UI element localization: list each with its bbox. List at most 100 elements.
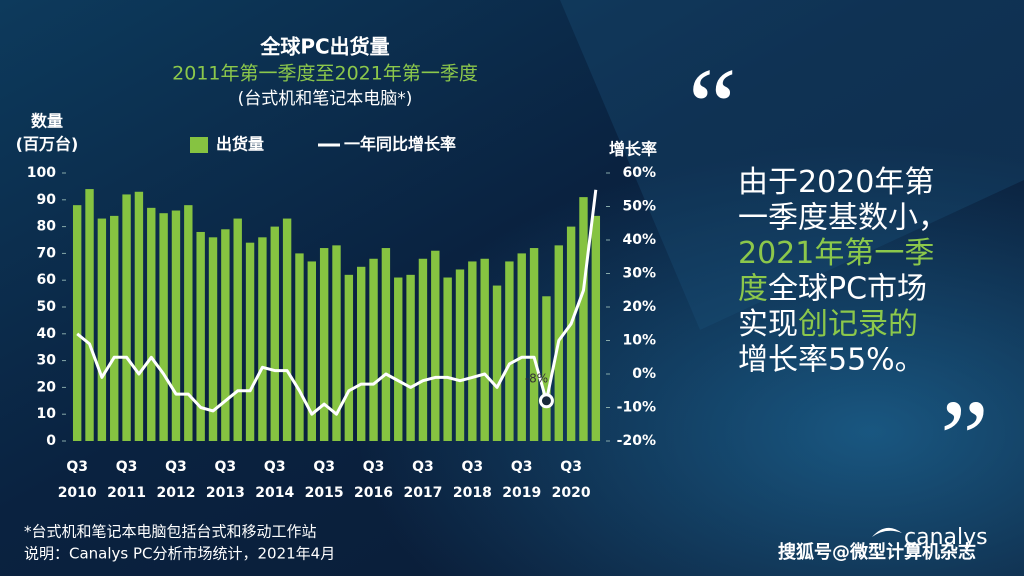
- x-year-label: 2020: [552, 485, 591, 501]
- legend-label: 一年同比增长率: [344, 135, 456, 154]
- y-tick-label: 30: [37, 353, 57, 369]
- x-year-label: 2014: [255, 485, 294, 501]
- x-tick-label: Q3: [560, 459, 582, 475]
- x-tick-label: Q3: [412, 459, 434, 475]
- bar: [344, 274, 354, 441]
- bar: [110, 215, 119, 441]
- bar: [480, 258, 489, 441]
- quote-segment: 增长率55%。: [738, 342, 925, 377]
- chart-title: 全球PC出货量: [259, 35, 389, 59]
- y-tick-label: 100: [27, 165, 56, 181]
- quote-segment: 2021年第一季: [738, 236, 934, 271]
- y2-tick-label: 30%: [622, 266, 656, 282]
- y2-tick-label: -20%: [617, 433, 656, 449]
- x-tick-label: Q3: [313, 459, 335, 475]
- bar: [270, 226, 279, 441]
- bar: [295, 253, 304, 441]
- chart-note: (台式机和笔记本电脑*): [238, 89, 413, 109]
- x-tick-label: Q3: [462, 459, 484, 475]
- y-tick-label: 40: [37, 326, 57, 342]
- bar: [468, 261, 477, 441]
- data-label: -8%: [525, 371, 548, 385]
- bar: [418, 258, 428, 441]
- logo: canalys: [904, 525, 988, 550]
- y-axis-title: 数量: [31, 112, 63, 131]
- quote-open: “: [688, 45, 737, 167]
- chart: 全球PC出货量 2011年第一季度至2021年第一季度 (台式机和笔记本电脑*) 数量…: [16, 35, 657, 502]
- y-tick-label: 90: [37, 192, 57, 208]
- bar: [97, 218, 107, 441]
- x-year-label: 2018: [453, 485, 492, 501]
- bar: [147, 207, 156, 441]
- x-tick-label: Q3: [363, 459, 385, 475]
- bar: [431, 250, 440, 441]
- x-year-label: 2015: [305, 485, 344, 501]
- y-tick-label: 20: [37, 379, 57, 395]
- bar: [319, 248, 329, 441]
- bar: [282, 218, 292, 441]
- bar: [85, 189, 94, 441]
- bar: [134, 191, 144, 441]
- bar: [381, 248, 391, 441]
- quote-segment: 度: [738, 271, 768, 306]
- bar: [517, 253, 526, 441]
- y-tick-label: 60: [37, 272, 57, 288]
- footnote: *台式机和笔记本电脑包括台式和移动工作站: [24, 523, 317, 541]
- y-tick-label: 50: [37, 299, 57, 315]
- quote-line: 一季度基数小，: [738, 200, 948, 235]
- bar: [245, 242, 255, 441]
- y2-tick-label: -10%: [617, 400, 656, 416]
- x-year-label: 2013: [206, 485, 245, 501]
- highlight-point: [538, 393, 554, 409]
- x-year-label: 2012: [156, 485, 195, 501]
- x-year-label: 2010: [58, 485, 97, 501]
- bar: [159, 213, 168, 441]
- legend-swatch: [190, 137, 208, 153]
- quote-line: 由于2020年第: [738, 165, 934, 200]
- y2-tick-label: 40%: [622, 232, 656, 248]
- y-tick-label: 80: [37, 219, 57, 235]
- quote-line: 2021年第一季: [738, 236, 934, 271]
- bar: [394, 277, 403, 441]
- bar: [233, 218, 242, 441]
- x-tick-label: Q3: [264, 459, 286, 475]
- x-year-label: 2011: [107, 485, 146, 501]
- logo-icon: [872, 527, 902, 537]
- bar: [579, 197, 588, 441]
- bar: [492, 285, 502, 441]
- bar: [332, 245, 341, 441]
- bar: [529, 248, 539, 441]
- quote-segment: 全球PC市场: [768, 271, 927, 306]
- bar: [307, 261, 317, 441]
- bar: [566, 226, 576, 441]
- bar: [258, 237, 267, 441]
- y2-axis-title: 增长率: [609, 140, 657, 159]
- y-axis-title: (百万台): [16, 135, 79, 154]
- bar: [221, 229, 230, 441]
- x-tick-label: Q3: [66, 459, 88, 475]
- quote-line: 增长率55%。: [738, 342, 925, 377]
- x-tick-label: Q3: [116, 459, 138, 475]
- quote-segment: 一季度基数小，: [738, 200, 948, 235]
- y2-tick-label: 0%: [632, 366, 656, 382]
- x-year-label: 2016: [354, 485, 393, 501]
- bar: [591, 215, 601, 441]
- y2-tick-label: 60%: [622, 165, 656, 181]
- quote-segment: 创记录的: [798, 307, 918, 342]
- bar: [196, 231, 205, 441]
- quote: “ ” 由于2020年第一季度基数小，2021年第一季度全球PC市场实现创记录的增长…: [688, 45, 989, 499]
- x-year-label: 2017: [403, 485, 442, 501]
- watermark: 搜狐号@微型计算机杂志: [778, 541, 976, 563]
- footnote: 说明：Canalys PC分析市场统计，2021年4月: [24, 545, 335, 563]
- growth-line: [76, 189, 598, 416]
- bar: [443, 277, 452, 441]
- y-tick-label: 10: [37, 406, 57, 422]
- y2-tick-label: 20%: [622, 299, 656, 315]
- x-year-label: 2019: [502, 485, 541, 501]
- bar: [369, 258, 378, 441]
- bar: [542, 296, 551, 441]
- y-tick-label: 70: [37, 245, 57, 261]
- bar: [505, 261, 514, 441]
